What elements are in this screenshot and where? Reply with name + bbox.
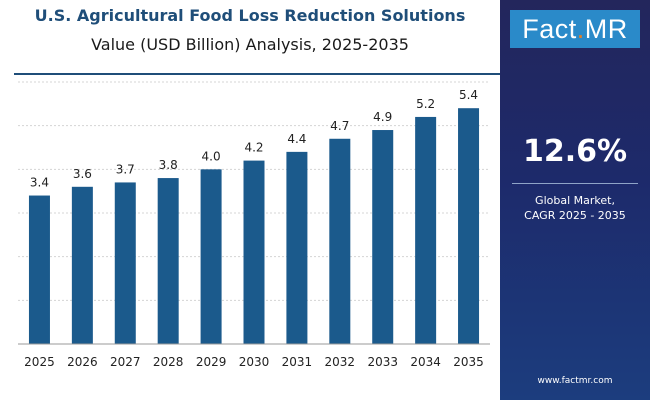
data-label-2028: 3.8	[159, 158, 178, 172]
x-tick-2026: 2026	[67, 355, 98, 369]
cagr-label: Global Market, CAGR 2025 - 2035	[500, 193, 650, 223]
data-label-2026: 3.6	[73, 167, 92, 181]
data-label-2033: 4.9	[373, 110, 392, 124]
data-label-2034: 5.2	[416, 97, 435, 111]
data-label-2032: 4.7	[330, 119, 349, 133]
logo-text-fact: Fact	[522, 13, 577, 44]
website-url[interactable]: www.factmr.com	[537, 376, 613, 386]
x-tick-2028: 2028	[153, 355, 184, 369]
x-tick-2035: 2035	[453, 355, 484, 369]
x-tick-2032: 2032	[325, 355, 356, 369]
bar-2025	[28, 195, 50, 344]
x-tick-2034: 2034	[410, 355, 441, 369]
bar-2026	[71, 186, 93, 344]
x-tick-2027: 2027	[110, 355, 141, 369]
cagr-label-line1: Global Market,	[535, 194, 615, 207]
data-label-2027: 3.7	[116, 162, 135, 176]
x-tick-2033: 2033	[367, 355, 398, 369]
cagr-label-line2: CAGR 2025 - 2035	[524, 209, 626, 222]
chart-subtitle: Value (USD Billion) Analysis, 2025-2035	[91, 35, 409, 54]
data-label-2025: 3.4	[30, 176, 49, 190]
x-tick-2030: 2030	[239, 355, 270, 369]
bar-2028	[157, 178, 179, 344]
x-tick-2029: 2029	[196, 355, 227, 369]
chart-title: U.S. Agricultural Food Loss Reduction So…	[34, 6, 466, 25]
bar-2033	[372, 130, 394, 344]
side-panel	[500, 0, 650, 400]
data-label-2029: 4.0	[202, 149, 221, 163]
chart-area: U.S. Agricultural Food Loss Reduction So…	[14, 6, 500, 369]
cagr-divider	[512, 183, 638, 184]
bar-2035	[458, 108, 480, 344]
data-label-2030: 4.2	[244, 141, 263, 155]
bar-2027	[114, 182, 136, 344]
logo-dot: .	[576, 13, 585, 44]
factmr-logo: Fact. MR	[510, 10, 640, 48]
logo-text-mr: MR	[584, 13, 628, 44]
x-tick-2025: 2025	[24, 355, 55, 369]
bar-2034	[415, 116, 437, 344]
bar-2031	[286, 151, 308, 344]
title-divider	[14, 73, 500, 75]
bar-2032	[329, 138, 351, 344]
cagr-value: 12.6%	[522, 134, 628, 169]
data-label-2031: 4.4	[287, 132, 306, 146]
data-label-2035: 5.4	[459, 88, 478, 102]
bar-2029	[200, 169, 222, 344]
bar-chart: 3.4 2025 3.6 2026 3.7 2027 3.8 2028 4.0 2029 4.2 20…	[18, 81, 490, 369]
x-tick-2031: 2031	[282, 355, 313, 369]
bar-2030	[243, 160, 265, 344]
